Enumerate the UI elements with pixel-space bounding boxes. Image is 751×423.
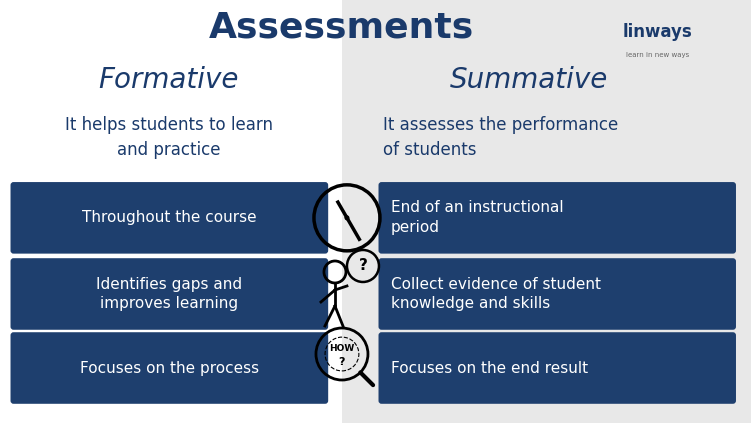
Text: Collect evidence of student
knowledge and skills: Collect evidence of student knowledge an… (391, 277, 601, 311)
FancyBboxPatch shape (11, 332, 328, 404)
Text: Focuses on the end result: Focuses on the end result (391, 360, 587, 376)
Circle shape (345, 215, 349, 220)
Text: Assessments: Assessments (209, 11, 475, 44)
Text: Summative: Summative (451, 66, 608, 94)
FancyBboxPatch shape (379, 258, 736, 330)
FancyBboxPatch shape (11, 258, 328, 330)
Text: Identifies gaps and
improves learning: Identifies gaps and improves learning (96, 277, 243, 311)
Text: Throughout the course: Throughout the course (82, 210, 257, 225)
FancyBboxPatch shape (379, 182, 736, 254)
FancyBboxPatch shape (379, 332, 736, 404)
Text: End of an instructional
period: End of an instructional period (391, 201, 563, 235)
Text: learn in new ways: learn in new ways (626, 52, 689, 58)
Text: HOW: HOW (330, 343, 354, 352)
Text: ?: ? (358, 258, 367, 274)
Text: Focuses on the process: Focuses on the process (80, 360, 259, 376)
Text: ?: ? (339, 357, 345, 367)
Text: linways: linways (623, 23, 692, 41)
Text: It assesses the performance
of students: It assesses the performance of students (383, 116, 618, 159)
FancyBboxPatch shape (0, 0, 342, 423)
FancyBboxPatch shape (342, 0, 751, 423)
Text: Formative: Formative (98, 66, 240, 94)
FancyBboxPatch shape (11, 182, 328, 254)
Text: It helps students to learn
and practice: It helps students to learn and practice (65, 116, 273, 159)
